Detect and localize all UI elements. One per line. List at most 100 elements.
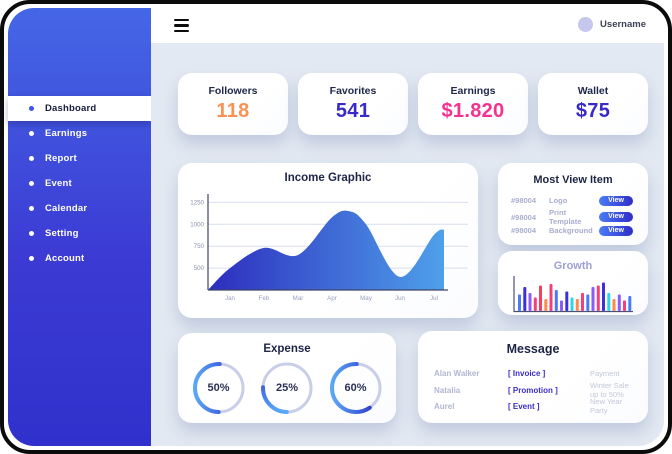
expense-donuts: 50% 25% 60% [178,360,396,416]
user-menu[interactable]: Username [578,17,646,32]
bullet-icon [29,131,34,136]
item-name: Logo [549,196,568,205]
message-list: Alan Walker [ Invoice ] Payment Natalia [ Pr… [418,365,648,416]
x-tick-label: May [360,295,373,302]
item-name: Print Template [549,208,582,226]
bar [528,293,532,311]
income-title: Income Graphic [284,172,372,184]
expense-donut: 25% [259,360,315,416]
sidebar-item-label: Earnings [45,128,88,139]
most-view-list: #98004 Logo View #98004 Print Template View #9… [498,193,648,238]
x-tick-label: Apr [327,295,337,302]
x-tick-label: Feb [259,295,270,302]
bullet-icon [29,256,34,261]
item-id: #98004 [511,196,537,205]
message-text: Winter Sale up to 50% [590,381,629,399]
y-tick-label: 750 [194,243,205,250]
bullet-icon [29,231,34,236]
sidebar-menu: Dashboard Earnings Report Event Calendar Sett… [8,96,151,271]
most-view-row: #98004 Background View [498,223,648,238]
bar [560,300,563,311]
x-tick-label: Mar [293,295,304,302]
most-view-row: #98004 Logo View [498,193,648,208]
view-button[interactable]: View [599,212,633,222]
stat-card-favorites: Favorites 541 [298,73,408,135]
most-view-row: #98004 Print Template View [498,208,648,226]
bar [617,294,621,311]
sidebar-item-event[interactable]: Event [8,171,151,196]
bar [549,284,553,311]
donut-percent: 60% [344,382,367,394]
stat-label: Favorites [329,85,377,97]
axes [513,276,633,313]
message-row: Alan Walker [ Invoice ] Payment [418,365,648,381]
item-id: #98004 [511,212,537,222]
sidebar-item-setting[interactable]: Setting [8,221,151,246]
growth-title: Growth [553,260,593,272]
bar [523,287,527,311]
bar [591,287,595,311]
sidebar-item-label: Calendar [45,203,88,214]
bar [554,290,558,311]
message-text: Payment [590,368,620,378]
sidebar-item-account[interactable]: Account [8,246,151,271]
sender-name: Aurel [434,401,455,411]
growth-chart-area [498,273,648,315]
expense-donut: 50% [191,360,247,416]
view-button[interactable]: View [599,225,633,236]
area-series [208,210,444,290]
donut-arc [192,362,245,414]
message-text: New Year Party [590,397,623,415]
bar [575,299,579,311]
message-tag: [ Promotion ] [508,385,558,395]
bar [612,299,616,311]
donut-chart [192,362,245,414]
donut-chart [329,362,382,414]
view-button[interactable]: View [599,195,633,206]
bar [628,296,632,311]
stat-label: Earnings [450,85,496,97]
bar [518,294,521,311]
sidebar-item-label: Dashboard [45,103,97,114]
sidebar-item-earnings[interactable]: Earnings [8,121,151,146]
bar [602,282,605,311]
message-row: Natalia [ Promotion ] Winter Sale up to 50… [418,381,648,399]
bar [544,299,548,311]
donut-arc [261,362,313,414]
stat-cards: Followers 118 Favorites 541 Earnings $1.820 Wa… [178,73,648,135]
bar [565,291,569,311]
stat-value: $75 [575,100,611,122]
stat-card-wallet: Wallet $75 [538,73,648,135]
expense-title: Expense [263,343,311,355]
bar [539,285,542,311]
bar [607,293,611,311]
avatar [578,17,594,32]
sidebar-item-calendar[interactable]: Calendar [8,196,151,221]
stat-label: Wallet [577,85,609,97]
menu-toggle-icon[interactable] [174,19,189,32]
bar [596,285,600,311]
sidebar-item-dashboard[interactable]: Dashboard [8,96,151,121]
x-tick-label: Jun [395,295,406,302]
growth-chart [513,276,633,313]
bullet-icon [29,181,34,186]
most-view-title: Most View Item [533,174,613,186]
bar [586,294,590,311]
bar [623,300,626,311]
stat-label: Followers [208,85,258,97]
income-card: Income Graphic 500 750 1000 1250 Jan Feb Mar Ap… [178,163,478,318]
expense-card: Expense 50% 25% 60% [178,333,396,423]
topbar: Username [151,8,664,43]
sender-name: Natalia [434,385,461,395]
message-row: Aurel [ Event ] New Year Party [418,397,648,415]
bar [581,293,584,311]
stat-card-followers: Followers 118 [178,73,288,135]
donut-chart [261,362,313,414]
stat-value: 118 [216,100,250,122]
stat-value: 541 [335,100,371,122]
stat-value: $1.820 [441,100,505,122]
sidebar-item-label: Setting [45,228,79,239]
message-tag: [ Invoice ] [508,368,546,378]
sidebar-item-report[interactable]: Report [8,146,151,171]
